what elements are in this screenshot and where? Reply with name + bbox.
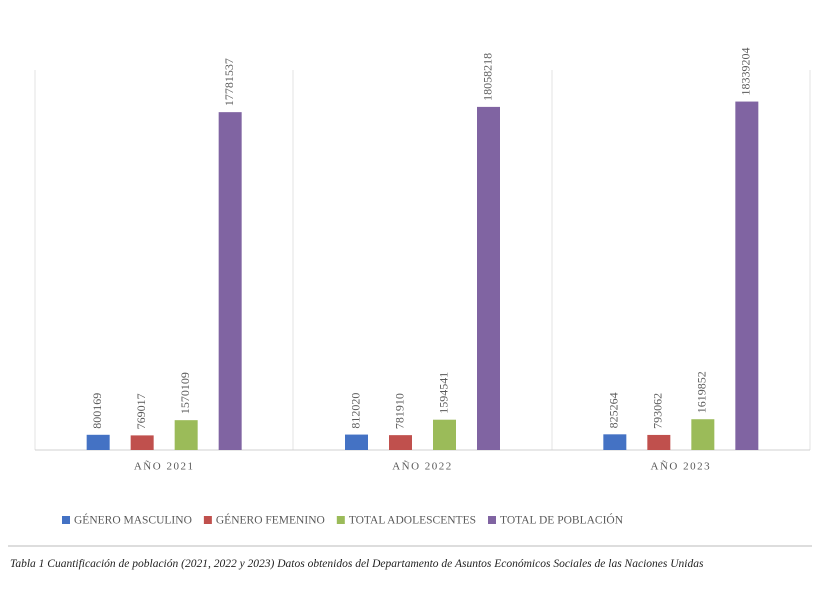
bar [691, 419, 715, 450]
value-label: 18058218 [480, 53, 494, 101]
x-tick-label: AÑO 2022 [392, 461, 453, 473]
bar [86, 434, 110, 450]
value-label: 800169 [90, 393, 104, 429]
x-tick-label: AÑO 2021 [134, 461, 195, 473]
legend-label: TOTAL ADOLESCENTES [349, 515, 476, 527]
bar [218, 112, 242, 451]
legend-swatch [336, 516, 345, 524]
bar [345, 434, 368, 450]
value-label: 825264 [607, 392, 621, 428]
value-label: 793062 [651, 393, 665, 429]
value-label: 1570109 [178, 372, 192, 414]
caption: Tabla 1 Cuantificación de población (202… [10, 558, 704, 570]
bar [130, 435, 154, 450]
bar [477, 106, 500, 450]
value-label: 1619852 [695, 371, 709, 413]
legend-swatch [203, 516, 212, 524]
value-label: 18339204 [739, 48, 753, 96]
bar [647, 434, 671, 450]
bar [433, 419, 456, 450]
value-label: 17781537 [222, 58, 236, 106]
value-label: 769017 [134, 393, 148, 429]
value-label: 1594541 [436, 372, 450, 414]
value-label: 781910 [392, 393, 406, 429]
legend-label: GÉNERO FEMENINO [216, 513, 325, 527]
bar [174, 420, 198, 450]
bar [389, 435, 412, 450]
legend-label: TOTAL DE POBLACIÓN [500, 513, 624, 527]
legend-swatch [488, 516, 496, 524]
value-label: 812020 [348, 393, 362, 429]
x-tick-label: AÑO 2023 [651, 461, 712, 473]
bar [735, 101, 759, 451]
bar [603, 434, 627, 450]
legend-swatch [62, 516, 70, 524]
legend-label: GÉNERO MASCULINO [74, 513, 192, 527]
